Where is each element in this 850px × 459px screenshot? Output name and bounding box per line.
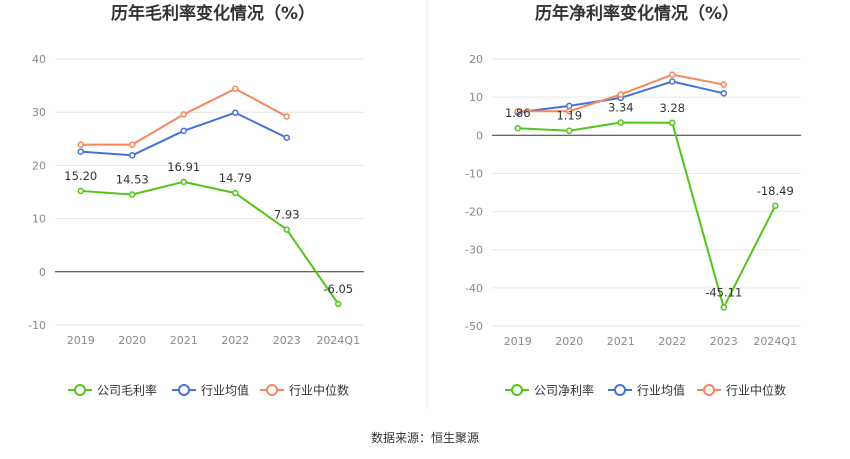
data-label: 1.86 xyxy=(505,106,531,120)
legend-marker-icon xyxy=(74,384,86,396)
net-margin-chart-title: 历年净利率变化情况（%） xyxy=(535,3,739,24)
y-tick-label: -20 xyxy=(465,206,483,219)
data-point-industry-average xyxy=(566,102,573,110)
legend-label: 公司毛利率 xyxy=(97,383,157,398)
data-point-company-gross-margin xyxy=(283,226,290,233)
data-label: 14.53 xyxy=(116,173,149,187)
data-point-company-gross-margin xyxy=(232,189,239,197)
data-point-company-net-margin xyxy=(617,119,624,126)
data-point-industry-average xyxy=(283,134,290,141)
gross-margin-chart-title: 历年毛利率变化情况（%） xyxy=(111,3,315,24)
series-line-company-net-margin xyxy=(517,121,777,309)
legend-marker-icon xyxy=(703,384,715,396)
data-label: 16.91 xyxy=(167,160,200,174)
x-tick-label: 2023 xyxy=(710,335,738,348)
y-tick-label: 20 xyxy=(469,53,483,66)
data-point-industry-median xyxy=(617,91,624,98)
data-point-industry-average xyxy=(669,78,676,85)
data-point-company-net-margin xyxy=(514,124,521,132)
x-tick-label: 2022 xyxy=(221,334,249,347)
y-tick-label: 20 xyxy=(32,159,46,172)
data-point-industry-median xyxy=(669,71,676,78)
data-label: -6.05 xyxy=(323,282,353,296)
legend-marker-icon xyxy=(511,384,523,396)
data-point-industry-median xyxy=(283,113,290,120)
y-tick-label: 0 xyxy=(39,266,46,279)
data-point-company-gross-margin xyxy=(180,178,187,186)
data-point-industry-average xyxy=(180,127,187,135)
x-tick-label: 2023 xyxy=(273,334,301,347)
legend-item-industry-median[interactable]: 行业中位数 xyxy=(697,383,786,398)
legend-marker-icon xyxy=(266,384,278,396)
data-label: 14.79 xyxy=(219,171,252,185)
data-point-industry-median xyxy=(720,81,727,88)
legend-item-industry-average[interactable]: 行业均值 xyxy=(172,383,249,398)
data-label: 15.20 xyxy=(64,169,97,183)
data-label: -45.11 xyxy=(705,285,742,299)
x-tick-label: 2020 xyxy=(118,334,146,347)
data-point-industry-median xyxy=(514,108,521,115)
data-point-company-gross-margin xyxy=(77,187,84,195)
legend-label: 行业中位数 xyxy=(289,383,349,398)
data-label: 1.19 xyxy=(556,109,582,123)
legend-label: 行业均值 xyxy=(201,383,249,398)
data-point-company-gross-margin xyxy=(335,300,342,308)
y-tick-label: 0 xyxy=(476,129,483,142)
data-point-company-net-margin xyxy=(566,127,573,134)
legend-item-industry-median[interactable]: 行业中位数 xyxy=(260,383,349,398)
x-tick-label: 2022 xyxy=(658,335,686,348)
data-point-industry-median xyxy=(129,141,136,148)
legend-label: 公司净利率 xyxy=(534,383,594,398)
data-label: 3.34 xyxy=(608,101,634,115)
data-source-text: 数据来源：恒生聚源 xyxy=(371,430,479,445)
x-tick-label: 2019 xyxy=(504,335,532,348)
y-tick-label: -10 xyxy=(28,319,46,332)
data-point-industry-average xyxy=(720,90,727,97)
legend-label: 行业中位数 xyxy=(726,383,786,398)
legend-marker-icon xyxy=(178,384,190,396)
x-tick-label: 2020 xyxy=(555,335,583,348)
data-point-industry-average xyxy=(77,148,84,155)
y-tick-label: 10 xyxy=(469,91,483,104)
x-tick-label: 2021 xyxy=(607,335,635,348)
data-point-company-net-margin xyxy=(772,202,779,210)
y-tick-label: 10 xyxy=(32,213,46,226)
data-point-company-net-margin xyxy=(669,119,676,127)
data-label: 3.28 xyxy=(659,101,685,115)
series-line-company-gross-margin xyxy=(80,180,340,305)
y-tick-label: 30 xyxy=(32,106,46,119)
y-tick-label: 40 xyxy=(32,53,46,66)
data-point-industry-median xyxy=(77,141,84,148)
data-label: 7.93 xyxy=(274,208,300,222)
legend-label: 行业均值 xyxy=(637,383,685,398)
data-point-industry-median xyxy=(232,85,239,93)
x-tick-label: 2024Q1 xyxy=(316,334,360,347)
y-tick-label: -30 xyxy=(465,244,483,257)
data-point-industry-average xyxy=(232,109,239,116)
legend-item-industry-average[interactable]: 行业均值 xyxy=(608,383,685,398)
data-point-industry-median xyxy=(566,108,573,115)
data-point-industry-median xyxy=(180,111,187,118)
x-tick-label: 2019 xyxy=(67,334,95,347)
y-tick-label: -40 xyxy=(465,282,483,295)
gross-margin-chart: 历年毛利率变化情况（%） -10 0 10 20 30 40 2019 2020 2021 202… xyxy=(28,3,364,398)
x-tick-label: 2021 xyxy=(170,334,198,347)
x-tick-label: 2024Q1 xyxy=(753,335,797,348)
legend-item-company-net-margin[interactable]: 公司净利率 xyxy=(505,383,594,398)
data-label: -18.49 xyxy=(757,184,794,198)
legend-marker-icon xyxy=(614,384,626,396)
data-point-company-net-margin xyxy=(720,304,727,311)
legend-item-company-gross-margin[interactable]: 公司毛利率 xyxy=(68,383,157,398)
data-point-company-gross-margin xyxy=(129,191,136,198)
data-point-industry-average xyxy=(129,152,136,159)
y-tick-label: -10 xyxy=(465,167,483,180)
y-tick-label: -50 xyxy=(465,320,483,333)
net-margin-chart: 历年净利率变化情况（%） -50 -40 -30 -20 -10 0 10 20 2019 202… xyxy=(465,3,801,398)
